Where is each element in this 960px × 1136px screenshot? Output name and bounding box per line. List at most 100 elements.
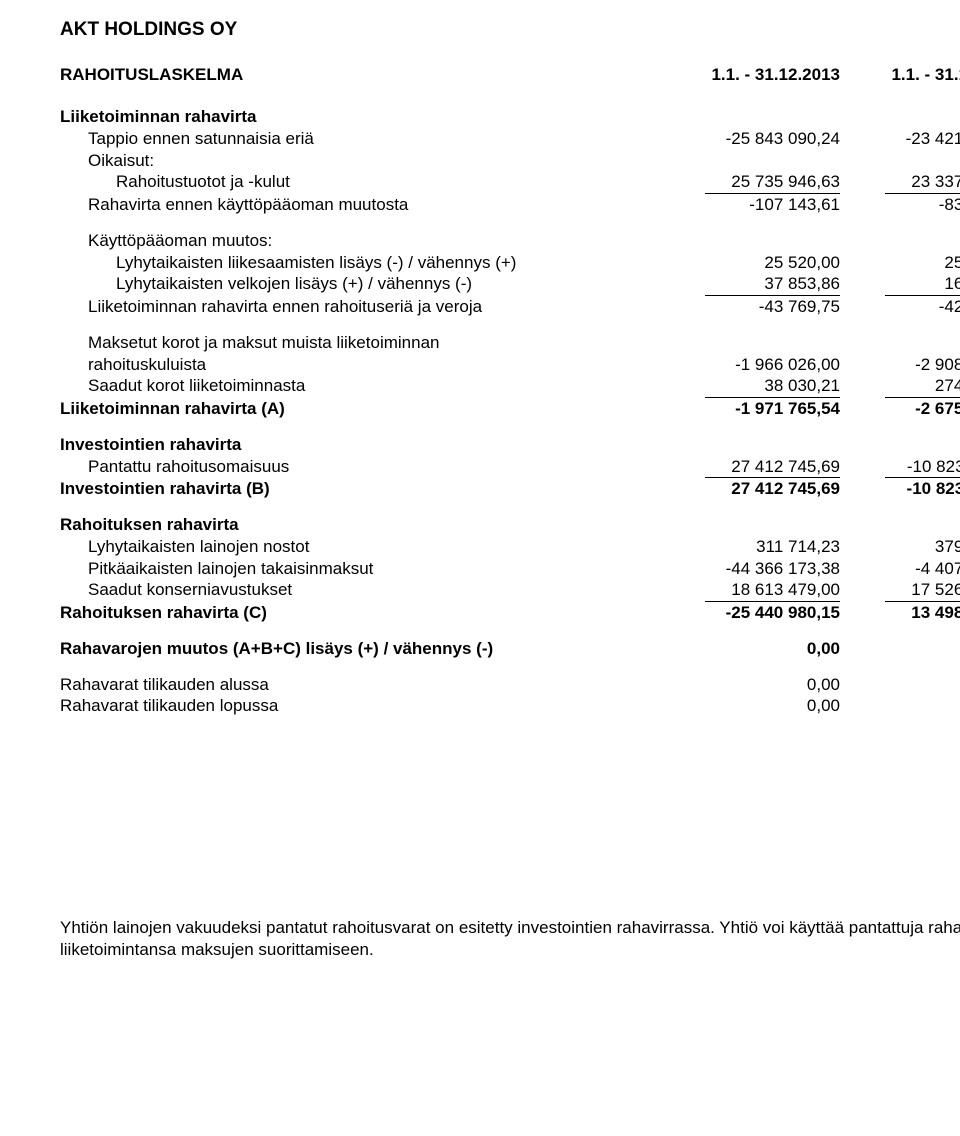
value-cell: 0,00	[840, 638, 960, 660]
data-row: Käyttöpääoman muutos:	[60, 230, 960, 252]
value-cell: -107 143,61	[660, 194, 840, 216]
row-label: Rahavarojen muutos (A+B+C) lisäys (+) / …	[60, 638, 660, 660]
value-cell	[840, 230, 960, 252]
value-cell: -1 966 026,00	[660, 354, 840, 376]
value-cell: -10 823 179,11	[840, 456, 960, 479]
value-cell	[660, 332, 840, 354]
data-row: Rahavirta ennen käyttöpääoman muutosta-1…	[60, 194, 960, 216]
row-label: Saadut konserniavustukset	[60, 579, 660, 602]
data-row: Pantattu rahoitusomaisuus27 412 745,69-1…	[60, 456, 960, 479]
value-cell: -2 908 265,91	[840, 354, 960, 376]
row-label: Saadut korot liiketoiminnasta	[60, 375, 660, 398]
data-row: rahoituskuluista-1 966 026,00-2 908 265,…	[60, 354, 960, 376]
value-cell	[660, 150, 840, 172]
data-row: Liiketoiminnan rahavirta ennen rahoituse…	[60, 296, 960, 318]
data-row: Rahavarat tilikauden alussa0,000,00	[60, 674, 960, 696]
value-cell: 379 896,56	[840, 536, 960, 558]
value-cell: 0,00	[660, 638, 840, 660]
footnote-text: Yhtiön lainojen vakuudeksi pantatut raho…	[60, 917, 960, 961]
value-cell: -25 440 980,15	[660, 602, 840, 624]
value-cell: 13 498 816,72	[840, 602, 960, 624]
value-cell: -25 843 090,24	[660, 128, 840, 150]
value-cell: -44 366 173,38	[660, 558, 840, 580]
data-row: Saadut konserniavustukset18 613 479,0017…	[60, 579, 960, 602]
section-heading: Liiketoiminnan rahavirta	[60, 106, 960, 128]
value-cell: 27 412 745,69	[660, 478, 840, 500]
value-cell	[660, 434, 840, 456]
data-row: Rahavarat tilikauden lopussa0,000,00	[60, 695, 960, 717]
row-label: Pantattu rahoitusomaisuus	[60, 456, 660, 479]
row-label: Lyhytaikaisten velkojen lisäys (+) / väh…	[60, 273, 660, 296]
value-cell: 25 735 946,63	[660, 171, 840, 194]
section-heading: Investointien rahavirta	[60, 434, 960, 456]
row-label: Liiketoiminnan rahavirta ennen rahoituse…	[60, 296, 660, 318]
value-cell: 18 613 479,00	[660, 579, 840, 602]
title-row: RAHOITUSLASKELMA 1.1. - 31.12.2013 1.1. …	[60, 64, 960, 86]
data-row: Maksetut korot ja maksut muista liiketoi…	[60, 332, 960, 354]
value-cell: 23 337 379,89	[840, 171, 960, 194]
data-row: Lyhytaikaisten velkojen lisäys (+) / väh…	[60, 273, 960, 296]
value-cell: 0,00	[660, 674, 840, 696]
company-name: AKT HOLDINGS OY	[60, 18, 237, 42]
row-label: Tappio ennen satunnaisia eriä	[60, 128, 660, 150]
data-row: Lyhytaikaisten liikesaamisten lisäys (-)…	[60, 252, 960, 274]
data-row: Lyhytaikaisten lainojen nostot311 714,23…	[60, 536, 960, 558]
value-cell: -43 769,75	[660, 296, 840, 318]
value-cell: 0,00	[840, 674, 960, 696]
value-cell	[840, 106, 960, 128]
value-cell	[660, 514, 840, 536]
data-row: Tappio ennen satunnaisia eriä-25 843 090…	[60, 128, 960, 150]
row-label: Liiketoiminnan rahavirta (A)	[60, 398, 660, 420]
value-cell: 27 412 745,69	[660, 456, 840, 479]
data-row: Rahavarojen muutos (A+B+C) lisäys (+) / …	[60, 638, 960, 660]
report-title: RAHOITUSLASKELMA	[60, 64, 660, 86]
value-cell: 17 526 517,00	[840, 579, 960, 602]
row-label: Rahoitustuotot ja -kulut	[60, 171, 660, 194]
data-row: Oikaisut:	[60, 150, 960, 172]
section-heading: Rahoituksen rahavirta	[60, 514, 960, 536]
value-cell: -2 675 637,61	[840, 398, 960, 420]
row-label: Lyhytaikaisten liikesaamisten lisäys (-)…	[60, 252, 660, 274]
row-label: Rahoituksen rahavirta (C)	[60, 602, 660, 624]
value-cell	[840, 434, 960, 456]
value-cell: 274 861,48	[840, 375, 960, 398]
page-header: AKT HOLDINGS OY 10	[60, 18, 960, 42]
row-label: Rahavarat tilikauden alussa	[60, 674, 660, 696]
data-row: Pitkäaikaisten lainojen takaisinmaksut-4…	[60, 558, 960, 580]
value-cell	[840, 150, 960, 172]
value-cell: 38 030,21	[660, 375, 840, 398]
value-cell	[660, 230, 840, 252]
data-row: Liiketoiminnan rahavirta (A)-1 971 765,5…	[60, 398, 960, 420]
value-cell: 0,00	[660, 695, 840, 717]
row-label: Rahavarat tilikauden lopussa	[60, 695, 660, 717]
data-row: Rahoituksen rahavirta (C)-25 440 980,151…	[60, 602, 960, 624]
row-label: Lyhytaikaisten lainojen nostot	[60, 536, 660, 558]
data-row: Investointien rahavirta (B)27 412 745,69…	[60, 478, 960, 500]
row-label: Käyttöpääoman muutos:	[60, 230, 660, 252]
period-col-2: 1.1. - 31.12.2012	[840, 64, 960, 86]
row-label: Pitkäaikaisten lainojen takaisinmaksut	[60, 558, 660, 580]
value-cell: 37 853,86	[660, 273, 840, 296]
value-cell	[840, 332, 960, 354]
value-cell: -83 984,23	[840, 194, 960, 216]
value-cell: -23 421 364,12	[840, 128, 960, 150]
value-cell: 25 574,48	[840, 252, 960, 274]
value-cell: -10 823 179,11	[840, 478, 960, 500]
row-label: Oikaisut:	[60, 150, 660, 172]
value-cell: -4 407 596,84	[840, 558, 960, 580]
value-cell: -1 971 765,54	[660, 398, 840, 420]
value-cell: -42 233,18	[840, 296, 960, 318]
value-cell: 25 520,00	[660, 252, 840, 274]
value-cell: 311 714,23	[660, 536, 840, 558]
row-label: Investointien rahavirta (B)	[60, 478, 660, 500]
period-col-1: 1.1. - 31.12.2013	[660, 64, 840, 86]
value-cell	[660, 106, 840, 128]
value-cell: 16 176,57	[840, 273, 960, 296]
row-label: rahoituskuluista	[60, 354, 660, 376]
data-row: Saadut korot liiketoiminnasta38 030,2127…	[60, 375, 960, 398]
row-label: Maksetut korot ja maksut muista liiketoi…	[60, 332, 660, 354]
value-cell	[840, 514, 960, 536]
data-row: Rahoitustuotot ja -kulut25 735 946,6323 …	[60, 171, 960, 194]
value-cell: 0,00	[840, 695, 960, 717]
row-label: Rahavirta ennen käyttöpääoman muutosta	[60, 194, 660, 216]
